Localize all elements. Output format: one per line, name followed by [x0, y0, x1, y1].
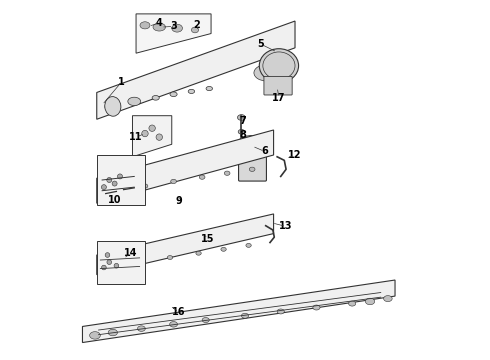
- Polygon shape: [136, 14, 211, 53]
- Ellipse shape: [107, 260, 112, 265]
- Ellipse shape: [140, 22, 150, 29]
- Ellipse shape: [149, 125, 155, 131]
- Polygon shape: [82, 280, 395, 342]
- Text: 12: 12: [288, 150, 302, 160]
- Ellipse shape: [171, 179, 176, 184]
- Ellipse shape: [242, 313, 248, 318]
- Ellipse shape: [139, 260, 144, 264]
- Text: 2: 2: [194, 19, 200, 30]
- Ellipse shape: [270, 62, 292, 76]
- Ellipse shape: [238, 114, 245, 120]
- Ellipse shape: [117, 189, 123, 193]
- FancyBboxPatch shape: [239, 140, 267, 181]
- Text: 13: 13: [279, 221, 293, 231]
- Polygon shape: [97, 214, 273, 275]
- Text: 3: 3: [170, 21, 177, 31]
- Ellipse shape: [153, 23, 166, 31]
- Text: 15: 15: [201, 234, 214, 244]
- Polygon shape: [97, 130, 273, 203]
- Ellipse shape: [196, 251, 201, 255]
- Text: 9: 9: [175, 197, 182, 206]
- Ellipse shape: [199, 175, 205, 179]
- Ellipse shape: [90, 332, 100, 339]
- Ellipse shape: [313, 305, 320, 310]
- Text: 10: 10: [108, 195, 122, 204]
- Ellipse shape: [348, 301, 356, 306]
- Ellipse shape: [128, 97, 141, 105]
- Ellipse shape: [138, 326, 146, 331]
- Text: 14: 14: [124, 248, 137, 258]
- Ellipse shape: [114, 264, 119, 268]
- Ellipse shape: [167, 256, 172, 260]
- Text: 7: 7: [240, 116, 246, 126]
- Ellipse shape: [224, 171, 230, 175]
- Text: 6: 6: [261, 147, 268, 157]
- Ellipse shape: [101, 265, 106, 270]
- FancyBboxPatch shape: [264, 76, 292, 95]
- Ellipse shape: [170, 92, 177, 96]
- Ellipse shape: [142, 184, 148, 188]
- Ellipse shape: [246, 243, 251, 247]
- Ellipse shape: [105, 96, 121, 116]
- Ellipse shape: [259, 49, 298, 83]
- Text: 1: 1: [119, 77, 125, 87]
- Ellipse shape: [108, 329, 118, 336]
- Ellipse shape: [107, 177, 112, 183]
- Ellipse shape: [112, 181, 117, 186]
- Ellipse shape: [105, 253, 110, 257]
- Text: 8: 8: [240, 130, 246, 140]
- Ellipse shape: [170, 321, 177, 327]
- Text: 11: 11: [129, 132, 143, 142]
- Ellipse shape: [384, 296, 392, 302]
- Ellipse shape: [172, 24, 182, 32]
- Ellipse shape: [249, 167, 255, 171]
- Ellipse shape: [192, 27, 198, 33]
- Ellipse shape: [366, 298, 375, 305]
- Ellipse shape: [254, 65, 279, 81]
- Text: 17: 17: [272, 93, 286, 103]
- Ellipse shape: [152, 95, 159, 100]
- Bar: [97, 155, 145, 205]
- Text: 16: 16: [172, 307, 186, 317]
- Ellipse shape: [238, 130, 245, 134]
- Ellipse shape: [277, 309, 284, 314]
- Polygon shape: [97, 21, 295, 119]
- Ellipse shape: [142, 130, 148, 137]
- Ellipse shape: [156, 134, 163, 140]
- Ellipse shape: [105, 102, 121, 112]
- Ellipse shape: [221, 247, 226, 251]
- Ellipse shape: [101, 185, 106, 190]
- Ellipse shape: [118, 174, 122, 179]
- Ellipse shape: [240, 135, 266, 144]
- Text: 4: 4: [156, 18, 163, 28]
- Bar: [97, 241, 145, 284]
- Polygon shape: [132, 116, 172, 157]
- Ellipse shape: [188, 89, 195, 94]
- Ellipse shape: [202, 318, 209, 323]
- Ellipse shape: [206, 86, 213, 91]
- Ellipse shape: [114, 265, 119, 269]
- Text: 5: 5: [258, 39, 265, 49]
